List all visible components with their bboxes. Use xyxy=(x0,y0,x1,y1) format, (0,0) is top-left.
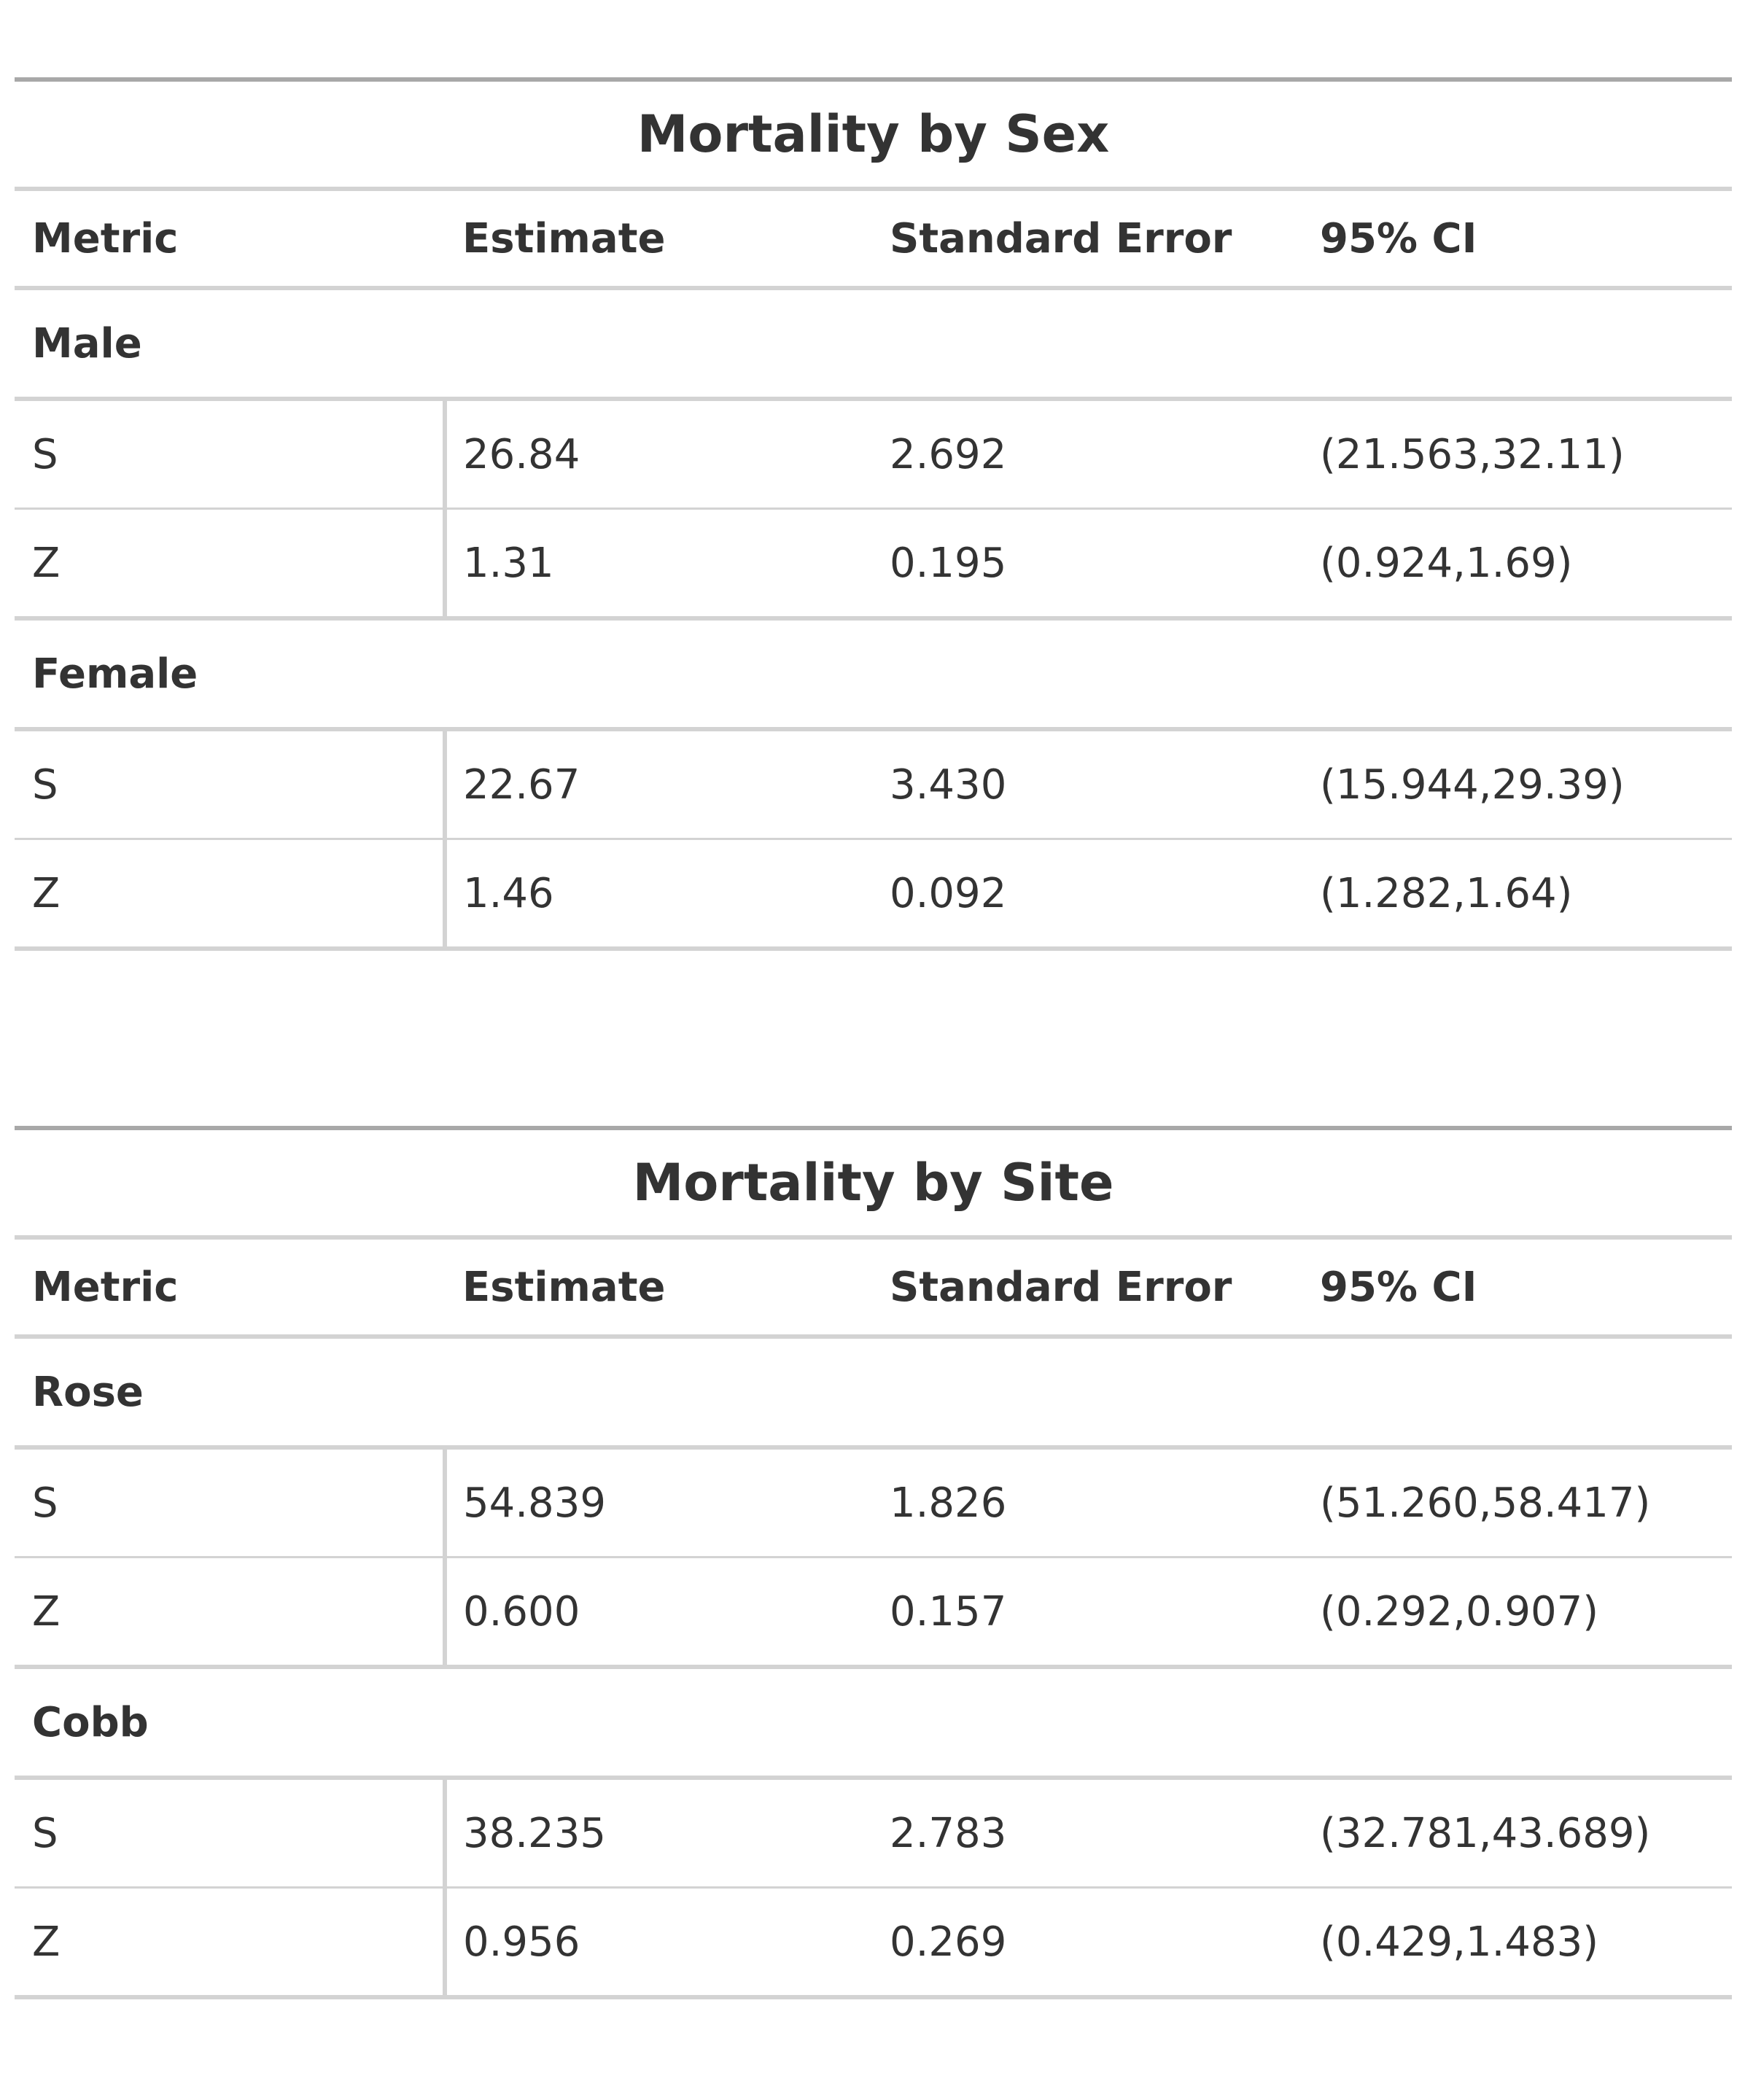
ci-cell: (51.260,58.417) xyxy=(1302,1447,1732,1558)
metric-cell: S xyxy=(15,1778,447,1889)
standard-error-cell: 0.195 xyxy=(872,508,1302,621)
column-header-ci: 95% CI xyxy=(1302,189,1733,290)
metric-cell: S xyxy=(15,1447,447,1558)
column-header-ci: 95% CI xyxy=(1302,1237,1732,1339)
estimate-cell: 0.600 xyxy=(445,1557,872,1669)
standard-error-cell: 2.783 xyxy=(872,1778,1302,1889)
column-header-metric: Metric xyxy=(15,189,445,290)
column-header-estimate: Estimate xyxy=(445,189,872,290)
table-row: Z 0.956 0.269 (0.429,1.483) xyxy=(15,1887,1732,1999)
estimate-cell: 1.31 xyxy=(445,508,872,621)
metric-cell: Z xyxy=(15,1557,447,1669)
column-header-standard-error: Standard Error xyxy=(872,189,1302,290)
row-group-male: Male xyxy=(15,288,1733,401)
ci-cell: (0.924,1.69) xyxy=(1302,508,1733,621)
mortality-by-sex-table: Mortality by Sex Metric Estimate Standar… xyxy=(15,77,1733,951)
estimate-cell: 0.956 xyxy=(445,1887,872,1999)
column-header-standard-error: Standard Error xyxy=(872,1237,1302,1339)
standard-error-cell: 2.692 xyxy=(872,399,1302,510)
standard-error-cell: 0.157 xyxy=(872,1557,1302,1669)
column-header-metric: Metric xyxy=(15,1237,445,1339)
row-group-rose: Rose xyxy=(15,1337,1732,1450)
standard-error-cell: 0.269 xyxy=(872,1887,1302,1999)
estimate-cell: 26.84 xyxy=(445,399,872,510)
table-row: Z 1.46 0.092 (1.282,1.64) xyxy=(15,839,1733,951)
table-title: Mortality by Sex xyxy=(15,79,1733,191)
table-row: Z 1.31 0.195 (0.924,1.69) xyxy=(15,508,1733,621)
metric-cell: Z xyxy=(15,839,447,951)
metric-cell: S xyxy=(15,399,447,510)
ci-cell: (32.781,43.689) xyxy=(1302,1778,1732,1889)
estimate-cell: 22.67 xyxy=(445,729,872,840)
column-header-row: Metric Estimate Standard Error 95% CI xyxy=(15,189,1733,290)
standard-error-cell: 0.092 xyxy=(872,839,1302,951)
ci-cell: (15.944,29.39) xyxy=(1302,729,1733,840)
table-row: S 26.84 2.692 (21.563,32.11) xyxy=(15,399,1733,510)
table-row: S 38.235 2.783 (32.781,43.689) xyxy=(15,1778,1732,1889)
estimate-cell: 1.46 xyxy=(445,839,872,951)
column-header-estimate: Estimate xyxy=(445,1237,872,1339)
estimate-cell: 54.839 xyxy=(445,1447,872,1558)
estimate-cell: 38.235 xyxy=(445,1778,872,1889)
row-group-female: Female xyxy=(15,618,1733,731)
table-title: Mortality by Site xyxy=(15,1128,1732,1240)
standard-error-cell: 1.826 xyxy=(872,1447,1302,1558)
table-row: S 54.839 1.826 (51.260,58.417) xyxy=(15,1447,1732,1558)
mortality-by-site-table: Mortality by Site Metric Estimate Standa… xyxy=(15,1126,1732,1999)
metric-cell: S xyxy=(15,729,447,840)
standard-error-cell: 3.430 xyxy=(872,729,1302,840)
metric-cell: Z xyxy=(15,1887,447,1999)
ci-cell: (21.563,32.11) xyxy=(1302,399,1733,510)
row-group-label: Cobb xyxy=(15,1667,1732,1780)
ci-cell: (1.282,1.64) xyxy=(1302,839,1733,951)
metric-cell: Z xyxy=(15,508,447,621)
table-row: Z 0.600 0.157 (0.292,0.907) xyxy=(15,1557,1732,1669)
row-group-label: Male xyxy=(15,288,1733,401)
ci-cell: (0.429,1.483) xyxy=(1302,1887,1732,1999)
row-group-label: Female xyxy=(15,618,1733,731)
row-group-label: Rose xyxy=(15,1337,1732,1450)
column-header-row: Metric Estimate Standard Error 95% CI xyxy=(15,1237,1732,1339)
row-group-cobb: Cobb xyxy=(15,1667,1732,1780)
table-row: S 22.67 3.430 (15.944,29.39) xyxy=(15,729,1733,840)
ci-cell: (0.292,0.907) xyxy=(1302,1557,1732,1669)
